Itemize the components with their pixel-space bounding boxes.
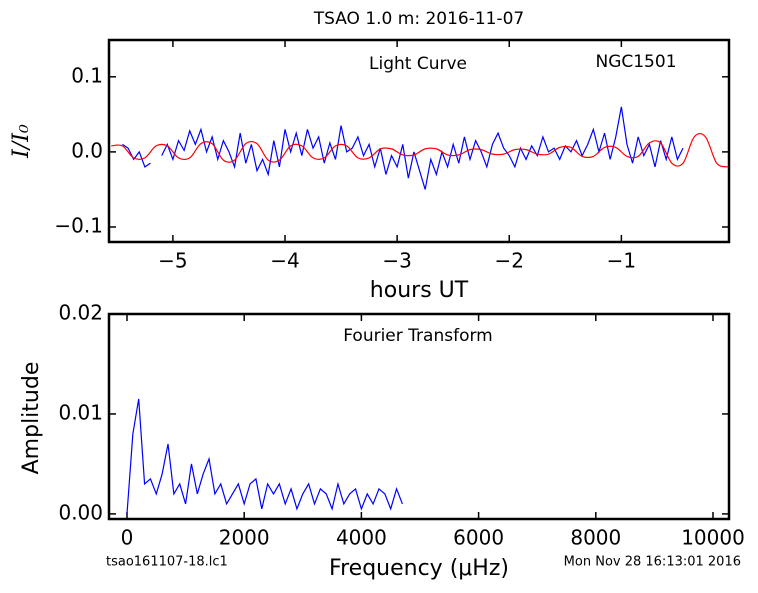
x-tick-label: −4	[270, 249, 299, 273]
annotation: Light Curve	[369, 54, 467, 74]
x-axis-label: Frequency (μHz)	[329, 556, 509, 581]
annotation: Mon Nov 28 16:13:01 2016	[564, 555, 741, 570]
x-axis-label: hours UT	[370, 278, 469, 303]
x-tick-label: −2	[495, 249, 524, 273]
data-line	[111, 132, 729, 168]
x-tick-label: −1	[607, 249, 636, 273]
y-tick-label: 0.0	[71, 138, 103, 162]
x-tick-label: 10000	[681, 526, 745, 550]
y-tick-label: 0.00	[58, 500, 103, 524]
y-axis-label: Amplitude	[19, 362, 44, 475]
data-line	[126, 398, 403, 514]
y-tick-label: 0.1	[71, 63, 103, 87]
x-tick-label: 6000	[453, 526, 504, 550]
annotation: tsao161107-18.lc1	[106, 555, 228, 570]
axes-frame	[107, 38, 731, 244]
annotation: NGC1501	[595, 52, 676, 72]
x-tick-label: −5	[158, 249, 187, 273]
chart-title: TSAO 1.0 m: 2016-11-07	[313, 9, 525, 29]
axes-frame	[107, 312, 731, 521]
x-tick-label: −3	[382, 249, 411, 273]
y-tick-label: −0.1	[54, 213, 103, 237]
x-tick-label: 4000	[336, 526, 387, 550]
y-axis-label: I/I₀	[9, 124, 34, 159]
y-tick-label: 0.02	[58, 301, 103, 325]
x-tick-label: 2000	[219, 526, 270, 550]
y-tick-label: 0.01	[58, 400, 103, 424]
x-tick-label: 0	[121, 526, 134, 550]
data-line	[122, 106, 684, 190]
x-tick-label: 8000	[570, 526, 621, 550]
annotation: Fourier Transform	[343, 326, 492, 346]
